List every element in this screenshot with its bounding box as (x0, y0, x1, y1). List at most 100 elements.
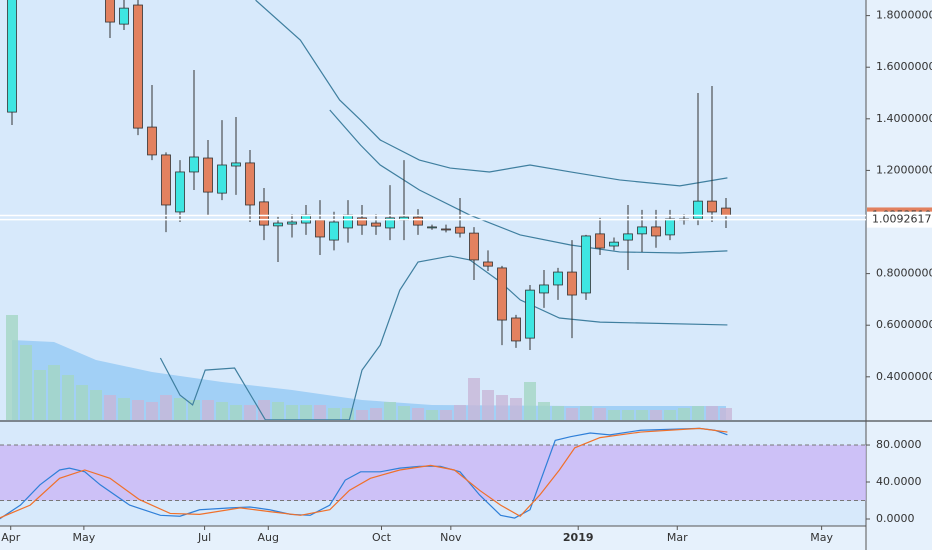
volume-bar (104, 395, 116, 420)
volume-bar (650, 410, 662, 420)
candle-body (651, 226, 661, 237)
volume-bar (272, 402, 284, 420)
stochastic-pane (0, 427, 866, 520)
candle-body (217, 164, 227, 194)
volume-bar (566, 408, 578, 420)
candle-body (273, 222, 283, 227)
candle-body (315, 219, 325, 238)
candle-body (133, 4, 143, 129)
candle-body (385, 217, 395, 229)
candle-body (693, 200, 703, 220)
volume-bar (454, 405, 466, 420)
y-tick-label: 1.20000000 (876, 163, 932, 176)
y-tick-label: 0.40000000 (876, 370, 932, 383)
volume-bar (636, 410, 648, 420)
x-tick-label: Mar (667, 531, 688, 544)
x-tick-label: May (810, 531, 833, 544)
volume-bar (34, 370, 46, 420)
volume-bar (132, 400, 144, 420)
x-tick-label: Aug (258, 531, 279, 544)
candle-body (609, 241, 619, 247)
volume-bar (622, 410, 634, 420)
line-series (0, 427, 728, 520)
x-tick-label: Nov (440, 531, 462, 544)
candle-body (119, 7, 129, 25)
volume-bar (426, 410, 438, 420)
candle-body (147, 126, 157, 156)
volume-bar (398, 406, 410, 420)
volume-bar (314, 405, 326, 420)
candle-body (203, 157, 213, 193)
y-tick-label: 0.80000000 (876, 267, 932, 280)
price-label: 1.00926179 (872, 213, 932, 226)
candle-body (371, 222, 381, 227)
candle-body (245, 162, 255, 206)
candle-body (623, 233, 633, 241)
price-axis-panel (866, 0, 932, 550)
y-tick-label: 80.0000 (876, 438, 922, 451)
candle-body (553, 271, 563, 286)
volume-bar (524, 382, 536, 420)
volume-bar (538, 402, 550, 420)
candle-body (665, 218, 675, 236)
volume-bar (594, 408, 606, 420)
x-tick-label: Oct (372, 531, 392, 544)
candle-body (707, 200, 717, 213)
volume-bar (664, 410, 676, 420)
volume-bar (482, 390, 494, 420)
candle-body (413, 216, 423, 226)
candle-body (581, 235, 591, 294)
candle-body (455, 226, 465, 234)
axes: 1.80000000 1.60000000 1.40000000 1.20000000… (1, 9, 932, 544)
volume-bar (118, 398, 130, 420)
candle-body (7, 0, 17, 113)
volume-bar (706, 406, 718, 420)
main-pane (0, 0, 866, 420)
volume-bar (202, 400, 214, 420)
candle-body (525, 289, 535, 339)
volume-bar (216, 402, 228, 420)
volume-bar (160, 395, 172, 420)
volume-bar (342, 408, 354, 420)
x-tick-label: Apr (1, 531, 21, 544)
candle-body (105, 0, 115, 23)
candle-body (567, 271, 577, 296)
y-tick-label: 40.0000 (876, 475, 922, 488)
volume-bar (146, 402, 158, 420)
volume-bar (286, 405, 298, 420)
y-tick-label: 0.60000000 (876, 318, 932, 331)
stoch-band (0, 445, 866, 501)
time-axis-panel (0, 526, 866, 550)
candle-body (161, 154, 171, 206)
volume-bar (440, 410, 452, 420)
volume-bar (608, 410, 620, 420)
y-tick-label: 1.80000000 (876, 9, 932, 22)
candle-body (329, 221, 339, 241)
volume-bar (188, 400, 200, 420)
volume-bar (258, 400, 270, 420)
volume-bar (580, 406, 592, 420)
candle-body (637, 226, 647, 235)
x-tick-label: 2019 (563, 531, 594, 544)
x-tick-label: May (73, 531, 96, 544)
volume-bar (48, 365, 60, 420)
volume-bar (230, 405, 242, 420)
candle-body (721, 207, 731, 216)
volume-bar (468, 378, 480, 420)
line-series (0, 427, 728, 519)
candle-body (595, 233, 605, 249)
volume-bar (384, 402, 396, 420)
candle-body (483, 261, 493, 267)
line-series (255, 0, 728, 187)
volume-bar (412, 408, 424, 420)
volume-bar (370, 408, 382, 420)
y-tick-label: 1.40000000 (876, 112, 932, 125)
candle-body (287, 221, 297, 225)
volume-bar (62, 375, 74, 420)
candle-body (539, 284, 549, 294)
y-tick-label: 0.0000 (876, 512, 915, 525)
volume-bar (552, 406, 564, 420)
volume-bar (692, 406, 704, 420)
volume-bar (356, 410, 368, 420)
